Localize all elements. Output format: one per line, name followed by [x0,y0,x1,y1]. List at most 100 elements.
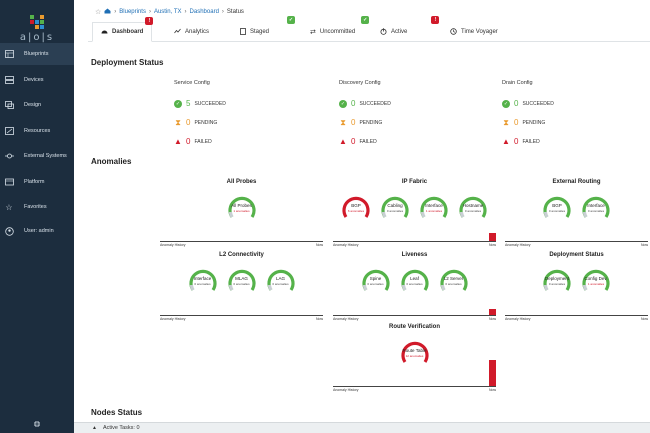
gauge-lag[interactable]: LAG 0 anomalies [265,264,297,296]
sidebar-item-external-systems[interactable]: External Systems [0,145,74,167]
gauge-anomaly-count: 12 anomalies [405,354,424,358]
breadcrumb-blueprints[interactable]: Blueprints [119,9,146,15]
gauge-interface[interactable]: Interface 1 anomalies [418,191,450,223]
succeeded-row[interactable]: ✓ 0 SUCCEEDED [339,94,439,113]
gauge-interface[interactable]: Interface 0 anomalies [580,191,612,223]
gauge-anomaly-count: 0 anomalies [367,282,384,286]
anomaly-group-title: Deployment Status [549,252,604,258]
gauge-label: Interface [193,276,212,281]
gauge-hostname[interactable]: Hostname 0 anomalies [457,191,489,223]
sidebar-item-platform[interactable]: Platform [0,171,74,193]
caret-up-icon: ▲ [92,425,97,431]
gauge-label: L2 Server [443,276,464,281]
logo-text: a|o|s [19,32,55,43]
gauge-spine[interactable]: Spine 0 anomalies [360,264,392,296]
sidebar-item-label: Platform [24,179,45,185]
home-icon[interactable] [104,8,111,16]
anomaly-group: IP Fabric BGP 6 anomalies Cabling 0 anomalie… [333,179,496,251]
anomalies-heading: Anomalies [91,157,132,166]
sidebar-item-label: User: admin [24,228,54,234]
active-tasks-label: Active Tasks: 0 [102,425,140,431]
active-tasks-bar[interactable]: ▲ Active Tasks: 0 [74,422,650,433]
service-config-column: Service Config ✓ 5 SUCCEEDED ⧗ 0 PENDING ▲ 0 F… [174,80,274,151]
anomaly-history-bar[interactable] [489,360,496,386]
sidebar-item-user[interactable]: User: admin [0,220,74,242]
anomaly-history-label: Anomaly History [333,317,359,321]
now-label: Now [315,317,323,321]
pending-count: 0 [351,118,356,127]
resources-icon [4,127,14,136]
anomaly-history-bar[interactable] [489,233,496,241]
gauge-label: All Probes [231,203,252,208]
warning-badge: ! [145,17,154,25]
check-badge: ✓ [361,16,370,24]
failed-row[interactable]: ▲ 0 FAILED [502,132,602,151]
anomaly-group: Route Verification Route Table 12 anomalie… [333,324,496,396]
sidebar-item-favorites[interactable]: ☆ Favorites [0,196,74,218]
gauge-all-probes[interactable]: All Probes 1 anomalies [226,191,258,223]
succeeded-label: SUCCEEDED [194,100,226,107]
anomaly-history: Anomaly History Now [160,315,323,325]
breadcrumb-site[interactable]: Austin, TX [153,9,182,15]
pending-row[interactable]: ⧗ 0 PENDING [502,113,602,132]
sidebar-item-design[interactable]: Design [0,94,74,116]
tab-label: Staged [250,29,270,35]
sidebar-item-resources[interactable]: Resources [0,120,74,142]
pending-count: 0 [514,118,519,127]
gauge-label: MLAG [235,276,248,281]
breadcrumb-dashboard[interactable]: Dashboard [189,9,219,15]
succeeded-count: 0 [514,99,519,108]
gauge-row: BGP 0 anomalies Interface 0 anomalies [505,191,648,223]
gauge-bgp[interactable]: BGP 6 anomalies [340,191,372,223]
sidebar-item-label: Favorites [24,204,47,210]
gauge-bgp[interactable]: BGP 0 anomalies [541,191,573,223]
now-label: Now [488,243,496,247]
gauge-arc-icon [188,269,217,291]
sidebar-item-blueprints[interactable]: Blueprints [0,43,74,65]
gauge-cabling[interactable]: Cabling 0 anomalies [379,191,411,223]
star-icon[interactable]: ☆ [95,9,102,16]
sidebar: a|o|s Blueprints Devices Design Resource… [0,0,74,433]
gauge-route-table[interactable]: Route Table 12 anomalies [399,336,431,368]
gauge-config-dev-[interactable]: Config Dev. 1 anomalies [580,264,612,296]
succeeded-row[interactable]: ✓ 0 SUCCEEDED [502,94,602,113]
gauge-label: Leaf [410,276,419,281]
time-voyager-icon [450,27,457,37]
failed-row[interactable]: ▲ 0 FAILED [174,132,274,151]
anomaly-group-title: Liveness [401,252,428,258]
succeeded-count: 0 [351,99,356,108]
gauge-arc-icon [582,196,610,218]
pending-row[interactable]: ⧗ 0 PENDING [174,113,274,132]
failed-row[interactable]: ▲ 0 FAILED [339,132,439,151]
gauge-interface[interactable]: Interface 0 anomalies [187,264,219,296]
tab-analytics[interactable]: Analytics [174,22,209,42]
warning-icon: ▲ [174,137,182,146]
pending-count: 0 [186,118,191,127]
gauge-l2-server[interactable]: L2 Server 0 anomalies [438,264,470,296]
sidebar-item-devices[interactable]: Devices [0,69,74,91]
failed-label: FAILED [359,138,377,145]
gauge-arc-icon [439,269,468,291]
tab-uncommitted[interactable]: ⇄ Uncommitted ✓ [310,16,370,42]
anomaly-history-bar[interactable] [489,309,496,315]
design-icon [4,101,14,110]
config-title: Service Config [174,80,210,86]
breadcrumb-current: Status [226,9,244,15]
tab-dashboard[interactable]: Dashboard ! [92,17,154,42]
pending-row[interactable]: ⧗ 0 PENDING [339,113,439,132]
collapse-icon [34,421,40,427]
gauge-arc-icon [582,269,610,291]
succeeded-row[interactable]: ✓ 5 SUCCEEDED [174,94,274,113]
sidebar-item-label: Resources [24,128,51,134]
tab-time-voyager[interactable]: Time Voyager [450,22,498,42]
gauge-mlag[interactable]: MLAG 0 anomalies [226,264,258,296]
tab-staged[interactable]: Staged ✓ [240,16,296,42]
gauge-arc-icon [543,269,571,291]
gauge-deployment[interactable]: Deployment 0 anomalies [541,264,573,296]
collapse-sidebar-button[interactable] [0,415,74,433]
sidebar-item-label: External Systems [24,153,67,159]
gauge-leaf[interactable]: Leaf 0 anomalies [399,264,431,296]
anomaly-history-label: Anomaly History [160,317,186,321]
tab-active[interactable]: Active ! [380,16,440,42]
pending-label: PENDING [522,119,546,126]
